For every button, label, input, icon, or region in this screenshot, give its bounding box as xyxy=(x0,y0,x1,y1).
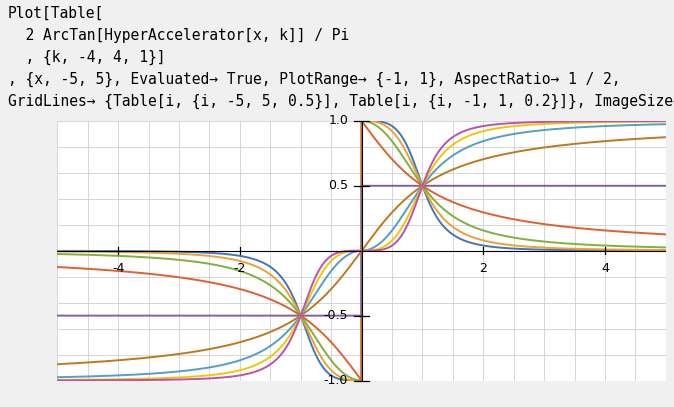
Text: , {x, -5, 5}, Evaluated→ True, PlotRange→ {-1, 1}, AspectRatio→ 1 / 2,: , {x, -5, 5}, Evaluated→ True, PlotRange… xyxy=(8,72,621,88)
Text: 2 ArcTan[HyperAccelerator[x, k]] / Pi: 2 ArcTan[HyperAccelerator[x, k]] / Pi xyxy=(8,28,349,43)
Text: 2: 2 xyxy=(479,262,487,275)
Text: 1.0: 1.0 xyxy=(328,114,348,127)
Text: GridLines→ {Table[i, {i, -5, 5, 0.5}], Table[i, {i, -1, 1, 0.2}]}, ImageSize→ 50: GridLines→ {Table[i, {i, -5, 5, 0.5}], T… xyxy=(8,94,674,109)
Text: -0.5: -0.5 xyxy=(324,309,348,322)
Text: Plot[Table[: Plot[Table[ xyxy=(8,6,104,21)
Text: 4: 4 xyxy=(601,262,609,275)
Text: , {k, -4, 4, 1}]: , {k, -4, 4, 1}] xyxy=(8,50,166,65)
Text: 0.5: 0.5 xyxy=(328,179,348,192)
Text: -1.0: -1.0 xyxy=(324,374,348,387)
Text: -2: -2 xyxy=(234,262,246,275)
Text: -4: -4 xyxy=(112,262,124,275)
